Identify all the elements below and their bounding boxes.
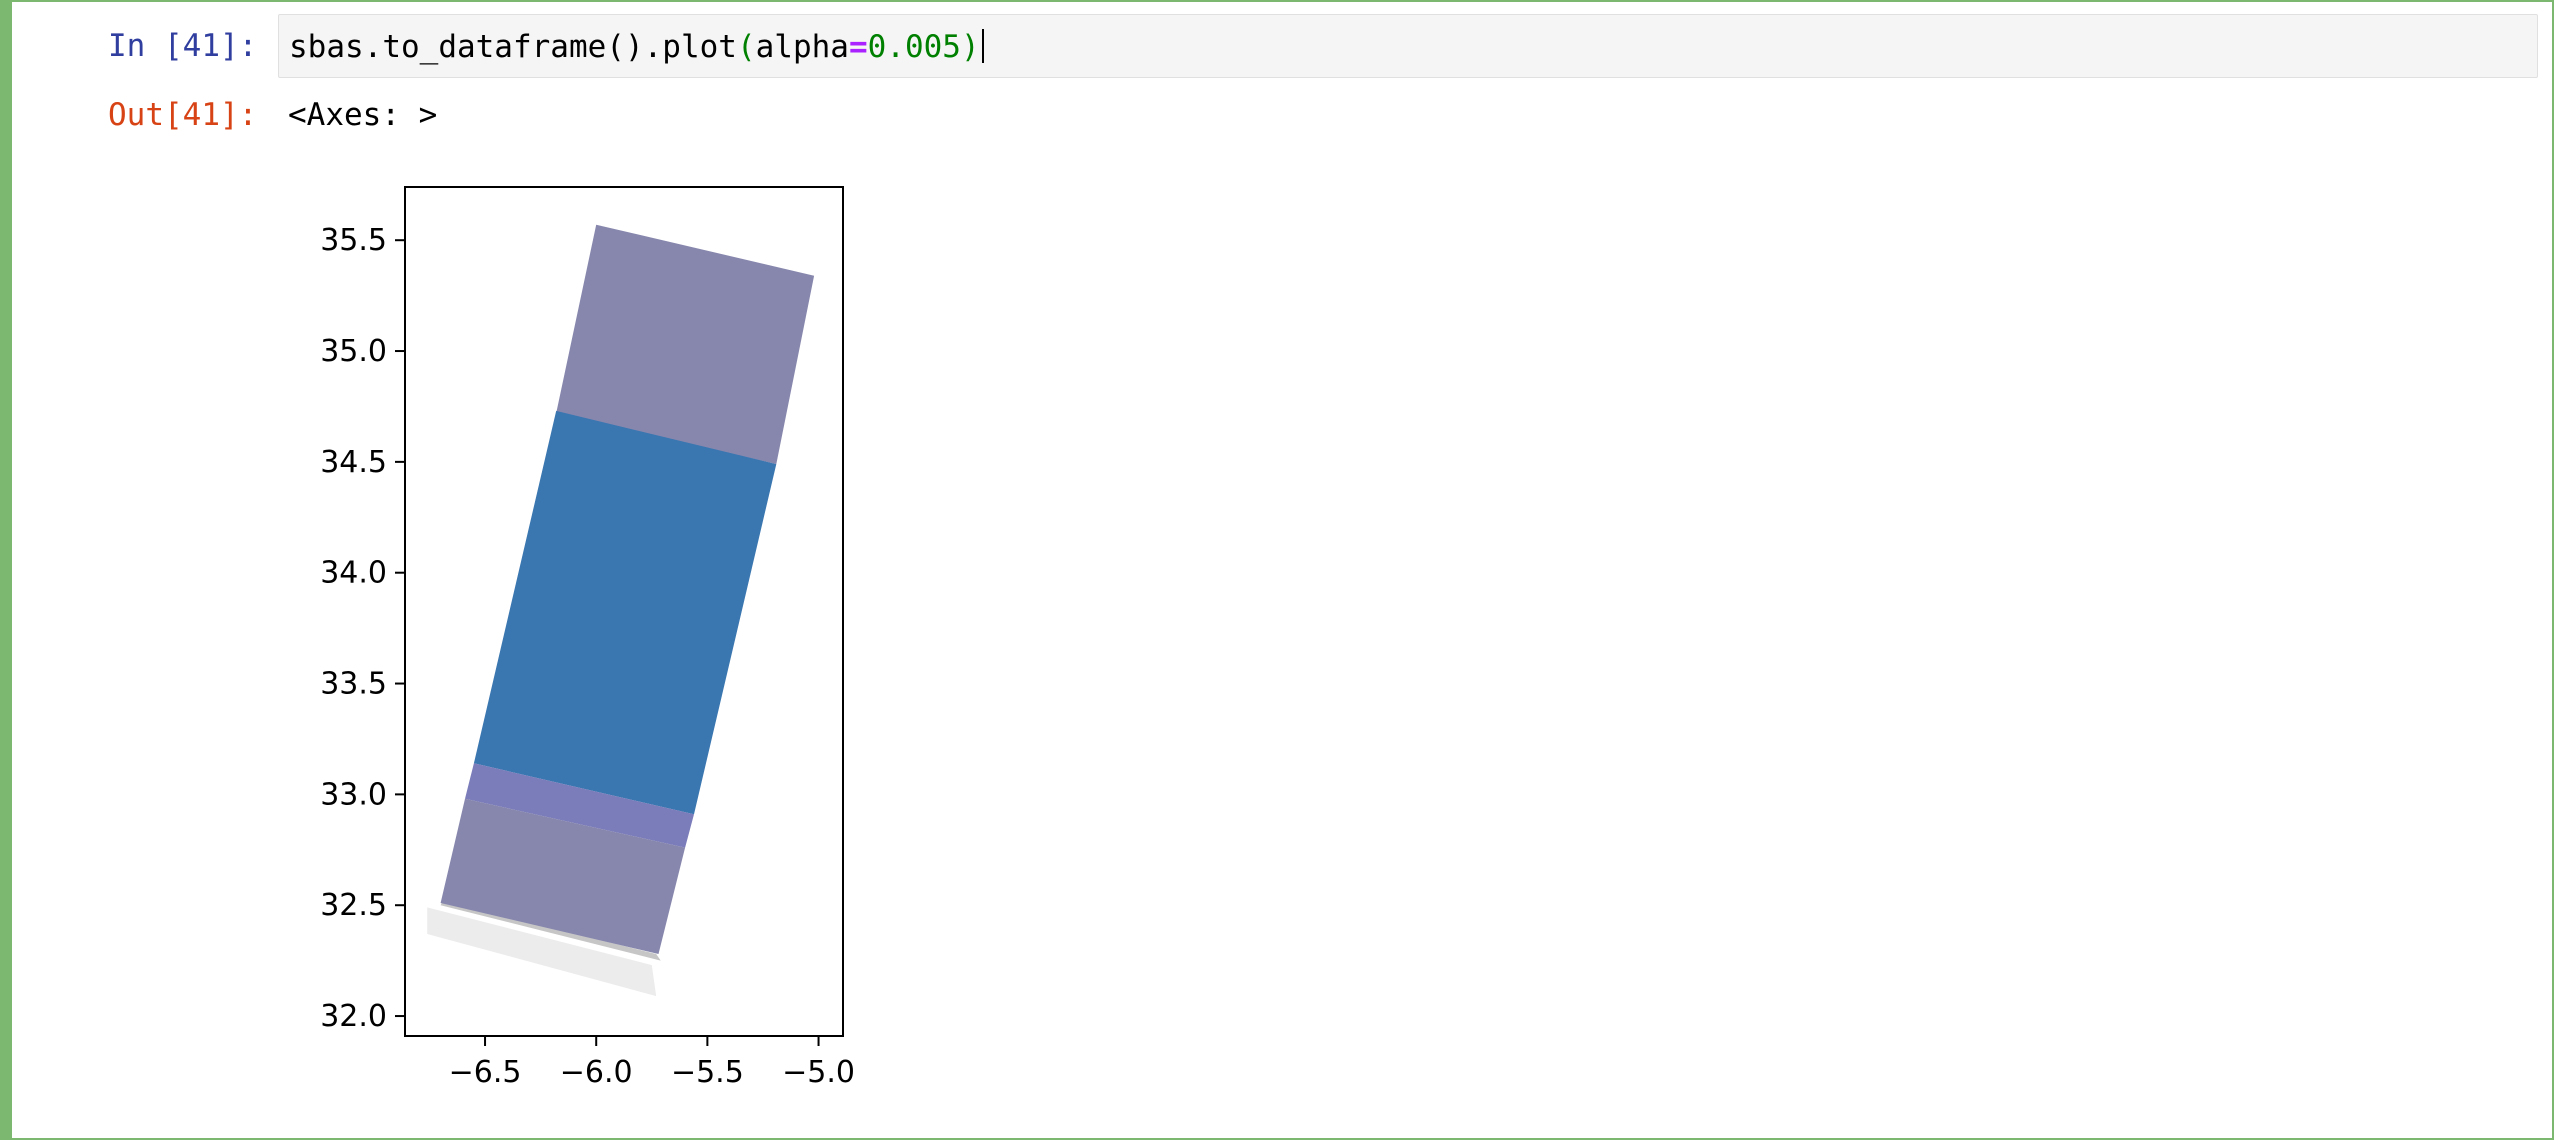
y-tick-label: 32.0	[320, 999, 387, 1034]
polygon-frame-blue-middle	[473, 410, 777, 815]
code-close-paren: )	[960, 29, 980, 65]
y-tick-label: 33.5	[320, 667, 387, 702]
y-tick-label: 35.0	[320, 334, 387, 369]
code-dot: .	[363, 29, 383, 65]
x-tick-label: −6.5	[449, 1055, 522, 1090]
polygon-frame-light-gray	[427, 907, 657, 997]
code-kwarg: alpha	[755, 29, 849, 65]
polygon-frame-purple-top	[556, 224, 815, 465]
text-cursor	[981, 29, 984, 63]
y-tick-label: 32.5	[320, 888, 387, 923]
code-equals: =	[848, 29, 868, 65]
code-value: 0.005	[867, 29, 961, 65]
code-method-to-dataframe: to_dataframe	[382, 29, 607, 65]
code-object: sbas	[289, 29, 364, 65]
output-text: <Axes: >	[288, 97, 438, 133]
y-tick-label: 34.0	[320, 556, 387, 591]
code-method-plot: plot	[662, 29, 737, 65]
axes-frame	[404, 186, 844, 1037]
polygon-frame-purple-bottom	[440, 798, 686, 954]
x-tick-label: −5.0	[782, 1055, 855, 1090]
input-prompt: In [41]:	[108, 28, 258, 64]
x-tick-label: −5.5	[671, 1055, 744, 1090]
output-prompt: Out[41]:	[108, 97, 258, 133]
y-tick-label: 35.5	[320, 223, 387, 258]
y-tick-label: 34.5	[320, 445, 387, 480]
polygon-frame-overlap	[465, 763, 694, 848]
code-open-paren: (	[736, 29, 756, 65]
code-line[interactable]: sbas.to_dataframe().plot(alpha=0.005)	[289, 27, 984, 67]
code-call: ()	[606, 29, 644, 65]
code-dot: .	[643, 29, 663, 65]
x-tick-label: −6.0	[560, 1055, 633, 1090]
polygons-layer	[427, 224, 815, 997]
y-tick-label: 33.0	[320, 777, 387, 812]
code-input[interactable]: sbas.to_dataframe().plot(alpha=0.005)	[278, 14, 2538, 78]
